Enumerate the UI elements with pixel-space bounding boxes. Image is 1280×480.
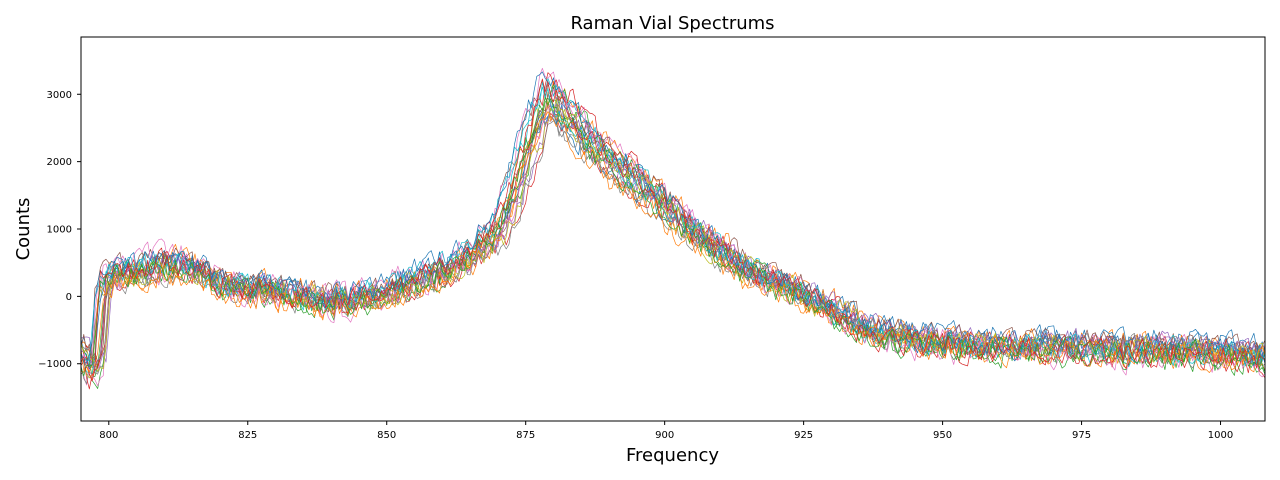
y-tick-label: −1000 bbox=[38, 359, 72, 370]
x-tick-label: 1000 bbox=[1208, 430, 1233, 441]
spectrum-series-line bbox=[81, 101, 1265, 381]
x-tick-label: 925 bbox=[794, 430, 813, 441]
x-axis-ticks: 800 825 850 875 900 925 950 975 1000 bbox=[99, 421, 1233, 441]
y-tick-label: 3000 bbox=[47, 90, 72, 101]
y-axis-ticks: −1000 0 1000 2000 3000 bbox=[38, 90, 81, 370]
chart-title: Raman Vial Spectrums bbox=[570, 13, 774, 34]
x-axis-label: Frequency bbox=[626, 445, 719, 466]
y-tick-label: 2000 bbox=[47, 157, 72, 168]
spectrum-series-line bbox=[81, 78, 1265, 390]
spectrum-series-line bbox=[81, 111, 1265, 373]
spectrum-series-line bbox=[81, 67, 1265, 386]
series-lines-group bbox=[81, 67, 1265, 390]
spectrum-series-line bbox=[81, 96, 1265, 377]
spectrum-series-line bbox=[81, 86, 1265, 367]
x-tick-label: 875 bbox=[516, 430, 535, 441]
y-axis-label: Counts bbox=[13, 198, 34, 261]
x-tick-label: 825 bbox=[238, 430, 257, 441]
x-tick-label: 950 bbox=[933, 430, 952, 441]
spectrum-series-line bbox=[81, 88, 1265, 387]
x-tick-label: 975 bbox=[1072, 430, 1091, 441]
spectrum-series-line bbox=[81, 98, 1265, 372]
spectrum-series-line bbox=[81, 118, 1265, 375]
x-tick-label: 900 bbox=[655, 430, 674, 441]
x-tick-label: 800 bbox=[99, 430, 118, 441]
y-tick-label: 1000 bbox=[47, 225, 72, 236]
y-tick-label: 0 bbox=[66, 292, 72, 303]
x-tick-label: 850 bbox=[377, 430, 396, 441]
spectrum-series-line bbox=[81, 97, 1265, 378]
spectrum-series-line bbox=[81, 78, 1265, 375]
